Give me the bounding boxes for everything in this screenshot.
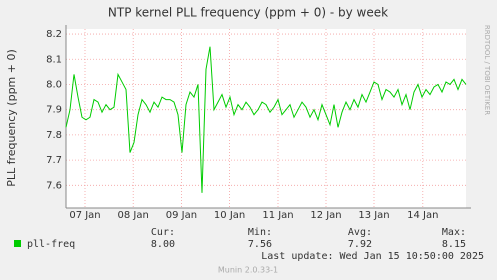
x-tick-label: 12 Jan — [310, 210, 341, 221]
y-tick-label: 8.2 — [46, 29, 62, 40]
y-axis-label: PLL frequency (ppm + 0) — [5, 49, 18, 187]
y-tick-label: 7.9 — [46, 105, 62, 116]
legend-stat: 8.00 — [151, 239, 175, 250]
data-line — [65, 46, 467, 193]
y-tick-label: 7.8 — [46, 130, 62, 141]
y-tick-label: 8.1 — [46, 54, 62, 65]
legend-header: Cur: — [151, 227, 175, 238]
legend-header: Avg: — [348, 227, 372, 238]
legend-stat: 8.15 — [442, 239, 466, 250]
legend-stat: 7.56 — [248, 239, 272, 250]
chart-title: NTP kernel PLL frequency (ppm + 0) - by … — [108, 6, 388, 20]
y-tick-label: 7.7 — [46, 155, 62, 166]
y-tick-label: 8.0 — [46, 79, 62, 90]
x-tick-label: 08 Jan — [118, 210, 149, 221]
legend-header: Min: — [248, 227, 272, 238]
x-tick-label: 09 Jan — [166, 210, 197, 221]
x-tick-label: 11 Jan — [262, 210, 293, 221]
legend-swatch — [14, 240, 21, 247]
legend-entry: pll-freq — [27, 239, 75, 250]
y-tick-label: 7.6 — [46, 180, 62, 191]
x-tick-label: 10 Jan — [214, 210, 245, 221]
legend-stat: 7.92 — [348, 239, 372, 250]
side-label: RRDTOOL / TOBI OETIKER — [483, 25, 491, 115]
x-tick-label: 14 Jan — [407, 210, 438, 221]
last-update: Last update: Wed Jan 15 10:50:00 2025 — [261, 251, 484, 262]
legend-header: Max: — [442, 227, 466, 238]
x-tick-label: 13 Jan — [358, 210, 389, 221]
plot-area — [66, 29, 466, 208]
footer: Munin 2.0.33-1 — [218, 266, 278, 275]
x-tick-label: 07 Jan — [69, 210, 100, 221]
